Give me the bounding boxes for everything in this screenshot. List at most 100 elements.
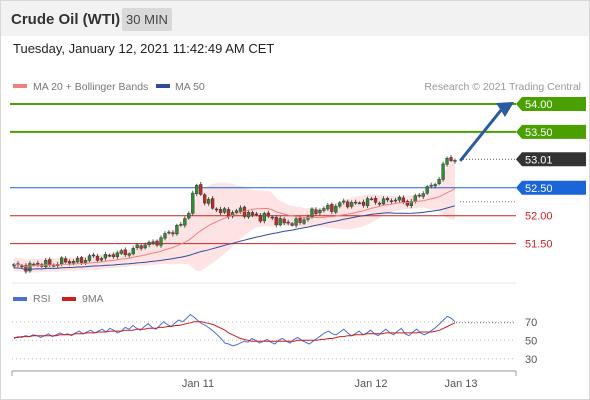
candle-body <box>369 198 374 201</box>
candle-body <box>425 186 429 194</box>
candle-body <box>441 163 445 180</box>
candle-body <box>171 232 175 235</box>
candle-body <box>87 255 92 261</box>
timestamp: Tuesday, January 12, 2021 11:42:49 AM CE… <box>13 41 275 56</box>
candle-body <box>282 218 286 224</box>
candle-body <box>36 263 40 265</box>
ma50-line <box>13 205 456 271</box>
rsi-legend-swatch <box>13 297 27 301</box>
candle-body <box>103 254 108 259</box>
candle-body <box>123 249 127 255</box>
candle-body <box>199 184 203 195</box>
candle-body <box>246 212 251 218</box>
candle-body <box>175 225 179 235</box>
x-axis-tick-label: Jan 12 <box>354 378 387 390</box>
pivot-level-label: 52.50 <box>525 183 553 195</box>
candle-body <box>389 200 394 203</box>
candle-body <box>421 193 425 197</box>
candle-body <box>361 201 366 206</box>
x-axis-tick-label: Jan 11 <box>182 378 214 390</box>
candle-body <box>250 212 255 215</box>
candle-body <box>91 254 96 257</box>
rsi-ma-line <box>14 321 456 342</box>
candle-body <box>119 250 123 254</box>
candle-body <box>381 198 386 205</box>
candle-body <box>433 184 437 187</box>
copyright-text: Research © 2021 Trading Central <box>424 81 581 93</box>
ma20-line <box>13 188 456 268</box>
resistance-level-tag <box>516 96 586 111</box>
header-bar: Crude Oil (WTI) 30 MIN <box>1 1 589 36</box>
candle-body <box>143 244 147 249</box>
candle-body <box>28 263 32 272</box>
candle-body <box>350 202 354 207</box>
candle-body <box>211 198 215 209</box>
candle-body <box>338 202 342 207</box>
candle-body <box>79 257 84 263</box>
candle-body <box>83 259 88 264</box>
candle-body <box>24 265 28 272</box>
target-arrow-shaft <box>459 107 504 162</box>
rsi-tick-label: 30 <box>525 354 537 366</box>
pivot-level-tag <box>516 180 586 195</box>
candle-body <box>139 245 143 249</box>
candle-body <box>111 254 115 257</box>
candle-body <box>48 259 52 265</box>
candle-body <box>417 194 421 197</box>
candle-body <box>365 198 370 207</box>
candle-body <box>302 219 306 224</box>
candle-body <box>155 240 159 246</box>
resistance-level-label: 54.00 <box>525 99 553 111</box>
candle-body <box>449 157 453 161</box>
candle-body <box>218 209 223 214</box>
candle-body <box>115 252 119 258</box>
rsi-tick-label: 70 <box>525 317 537 329</box>
candle-body <box>107 254 111 257</box>
candle-body <box>330 204 334 212</box>
candle-body <box>326 204 330 210</box>
candle-body <box>147 241 151 245</box>
candle-body <box>322 208 326 211</box>
support-level-label: 52.00 <box>525 211 553 223</box>
candle-body <box>294 218 298 226</box>
ma50-legend-label: MA 50 <box>175 81 205 93</box>
ma20-legend-label: MA 20 + Bollinger Bands <box>33 81 148 93</box>
candle-body <box>314 209 318 214</box>
ma20-legend-swatch <box>13 84 27 88</box>
rsi-ma-legend-swatch <box>62 297 76 301</box>
candle-body <box>214 208 219 211</box>
candle-body <box>60 257 64 265</box>
candle-body <box>179 224 183 226</box>
candle-body <box>203 194 207 204</box>
candle-body <box>437 178 441 184</box>
candle-body <box>67 261 72 264</box>
resistance-level-tag <box>516 124 586 139</box>
candle-body <box>266 212 270 217</box>
target-arrow-head <box>496 101 514 117</box>
timeframe-badge[interactable]: 30 MIN <box>122 8 172 31</box>
candle-body <box>254 213 258 216</box>
candle-body <box>262 213 266 222</box>
candle-body <box>44 260 48 268</box>
candle-body <box>222 208 227 213</box>
candle-body <box>20 265 24 268</box>
candle-body <box>334 205 338 213</box>
candle-body <box>12 264 16 267</box>
candle-body <box>234 210 239 213</box>
candle-body <box>453 160 457 162</box>
rsi-ma-legend-label: 9MA <box>82 293 104 305</box>
candle-body <box>354 201 358 204</box>
candle-body <box>71 261 76 264</box>
candle-body <box>151 241 155 244</box>
candle-body <box>318 209 322 214</box>
candle-body <box>99 258 104 261</box>
ma50-legend-swatch <box>156 84 170 88</box>
candle-body <box>226 209 231 218</box>
candle-body <box>377 202 382 205</box>
candle-body <box>238 207 243 212</box>
candle-body <box>342 200 346 203</box>
candle-body <box>413 195 417 202</box>
candle-body <box>95 255 100 261</box>
candle-body <box>159 237 163 246</box>
